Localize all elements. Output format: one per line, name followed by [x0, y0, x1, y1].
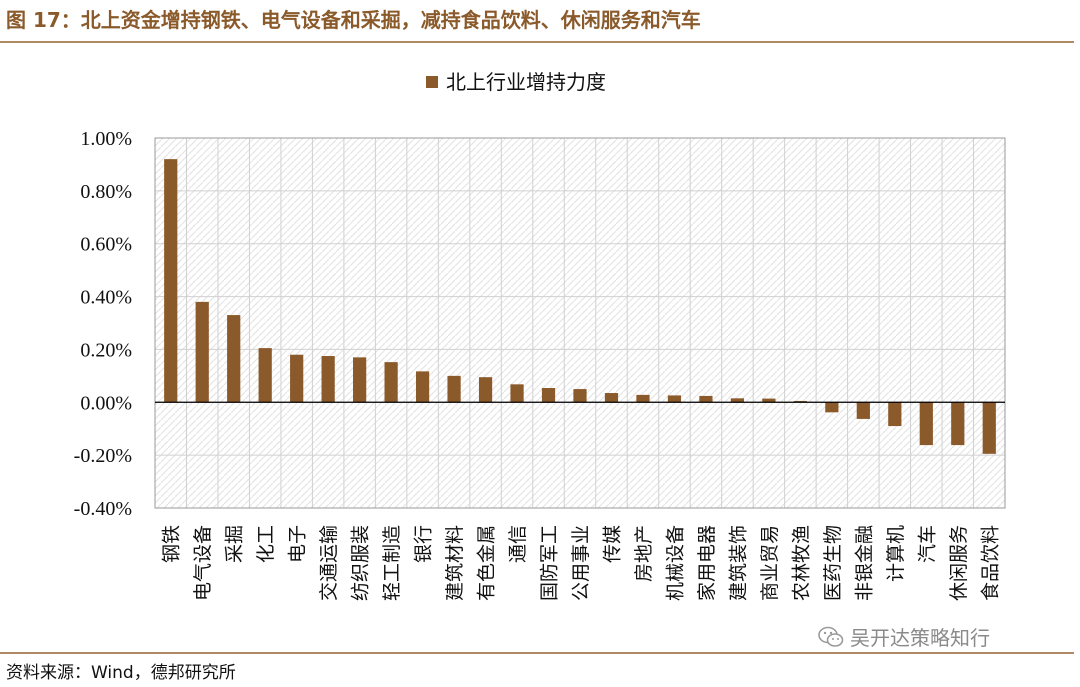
bar: [793, 400, 807, 403]
x-tick-label: 汽车: [916, 525, 938, 563]
x-tick-label: 电子: [287, 525, 309, 563]
bar: [353, 357, 367, 403]
x-tick-label: 休闲服务: [948, 525, 970, 601]
wechat-icon: [818, 626, 844, 647]
bar: [699, 395, 713, 403]
x-tick-label: 传媒: [601, 525, 623, 563]
y-tick-label: 0.00%: [80, 392, 132, 414]
bar: [730, 398, 745, 403]
bar: [321, 356, 335, 403]
y-tick-label: 0.80%: [80, 181, 132, 203]
bar: [888, 402, 902, 427]
x-tick-label: 电气设备: [192, 525, 214, 601]
bar: [510, 384, 524, 403]
y-tick-label: -0.40%: [74, 498, 132, 520]
bar: [415, 371, 430, 403]
bottom-divider: [0, 652, 1074, 654]
bar: [384, 362, 398, 403]
bar: [825, 402, 839, 413]
bar: [951, 402, 965, 446]
bar: [541, 388, 556, 403]
x-tick-label: 非银金融: [853, 525, 875, 601]
bar: [856, 402, 870, 419]
x-tick-label: 机械设备: [664, 525, 686, 601]
bar: [227, 315, 241, 403]
y-tick-label: 1.00%: [80, 128, 132, 150]
y-tick-label: -0.20%: [74, 445, 132, 467]
legend-swatch: [426, 76, 438, 88]
x-tick-label: 建筑装饰: [727, 525, 749, 601]
x-tick-label: 医药生物: [822, 525, 844, 601]
x-tick-label: 农林牧渔: [790, 525, 812, 601]
bar: [636, 394, 650, 403]
bar: [762, 398, 776, 403]
x-tick-label: 家用电器: [696, 525, 718, 601]
bar: [573, 389, 587, 403]
x-tick-label: 有色金属: [476, 525, 498, 601]
x-tick-label: 计算机: [885, 525, 907, 582]
bar: [447, 375, 461, 403]
x-tick-label: 轻工制造: [381, 525, 403, 601]
x-tick-label: 食品饮料: [979, 525, 1001, 601]
bar: [258, 348, 272, 403]
y-tick-label: 0.20%: [80, 339, 132, 361]
x-tick-label: 化工: [255, 525, 277, 563]
x-tick-label: 通信: [507, 525, 529, 563]
bar-chart: 北上行业增持力度 1.00% 0.80% 0.60% 0.40% 0.20% 0.00% -…: [74, 70, 1006, 601]
x-tick-label: 钢铁: [161, 525, 183, 563]
plot-border: [154, 137, 1006, 509]
x-tick-label: 商业贸易: [759, 525, 781, 601]
watermark-text: 吴开达策略知行: [850, 626, 990, 650]
y-tick-label: 0.60%: [80, 234, 132, 256]
x-tick-label: 房地产: [633, 525, 655, 582]
y-tick-label: 0.40%: [80, 287, 132, 309]
watermark: 吴开达策略知行: [818, 622, 990, 651]
x-tick-label: 银行: [413, 525, 435, 563]
source-note: 资料来源：Wind，德邦研究所: [6, 663, 236, 683]
bar: [290, 354, 304, 403]
bar: [604, 393, 619, 403]
x-tick-label: 建筑材料: [444, 525, 466, 601]
figure-title: 图 17：北上资金增持钢铁、电气设备和采掘，减持食品饮料、休闲服务和汽车: [6, 8, 701, 32]
plot-area: [155, 138, 1005, 508]
bar: [164, 159, 178, 403]
bar: [919, 402, 933, 446]
x-tick-label: 交通运输: [318, 525, 340, 601]
x-tick-label: 国防军工: [539, 525, 561, 601]
top-divider: [0, 41, 1074, 43]
bar: [982, 402, 996, 454]
legend-label: 北上行业增持力度: [446, 70, 606, 94]
x-tick-label: 纺织服装: [350, 525, 372, 601]
x-tick-label: 采掘: [224, 525, 246, 563]
bar: [195, 301, 209, 403]
bar: [667, 395, 682, 403]
x-tick-label: 公用事业: [570, 525, 592, 601]
bar: [478, 377, 493, 403]
